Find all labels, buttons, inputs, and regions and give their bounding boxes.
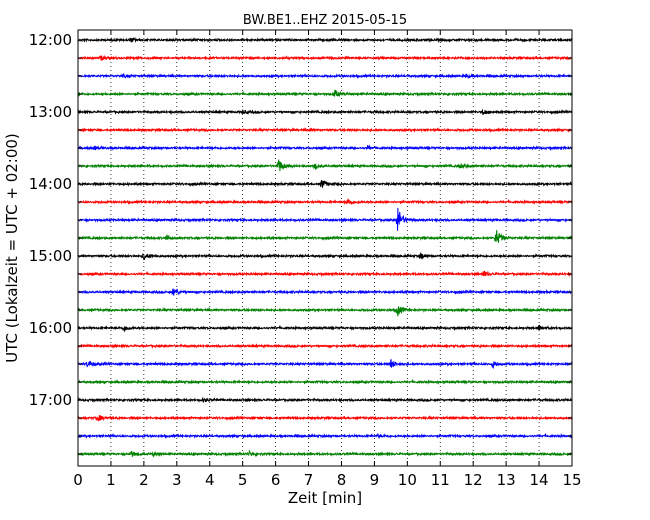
trace-1400 [77,180,573,189]
y-tick-label-1400: 14:00 [29,175,72,193]
trace-1500 [77,252,573,261]
trace-1445 [77,230,573,243]
x-tick-label-0: 0 [73,471,83,489]
y-tick-label-1700: 17:00 [29,391,72,409]
trace-1515 [77,270,573,277]
x-tick-label-5: 5 [238,471,248,489]
x-tick-label-14: 14 [530,471,549,489]
trace-1430 [77,207,573,231]
y-axis-label: UTC (Lokalzeit = UTC + 02:00) [3,133,21,363]
trace-layer [77,36,573,458]
x-tick-label-6: 6 [271,471,281,489]
chart-title: BW.BE1..EHZ 2015-05-15 [243,13,407,28]
x-tick-label-4: 4 [205,471,215,489]
x-tick-label-7: 7 [304,471,314,489]
y-tick-label-1500: 15:00 [29,247,72,265]
trace-1300 [77,108,573,116]
trace-1530 [77,288,573,296]
x-tick-label-8: 8 [337,471,347,489]
trace-1545 [77,306,573,317]
x-tick-label-11: 11 [431,471,450,489]
y-tick-label-1200: 12:00 [29,31,72,49]
trace-1230 [77,72,573,79]
grid-lines [110,30,540,466]
trace-1730 [77,432,573,439]
trace-1215 [77,54,573,61]
trace-1345 [77,159,573,171]
trace-1415 [77,198,573,205]
x-tick-label-13: 13 [497,471,516,489]
x-tick-label-12: 12 [464,471,483,489]
trace-1245 [77,89,573,98]
trace-1700 [77,396,573,403]
x-axis-label: Zeit [min] [288,489,362,507]
axis-ticks: 0 1 2 3 4 5 6 7 8 9 10 11 12 13 14 1512:0013:0014:0015:… [29,30,582,489]
y-tick-label-1600: 16:00 [29,319,72,337]
trace-1200 [77,36,573,43]
x-tick-label-3: 3 [172,471,182,489]
trace-1615 [77,343,573,349]
x-tick-label-15: 15 [562,471,581,489]
trace-1600 [77,324,573,333]
y-tick-label-1300: 13:00 [29,103,72,121]
trace-1630 [77,359,573,369]
x-tick-label-9: 9 [370,471,380,489]
trace-1645 [77,378,573,385]
trace-1330 [77,144,573,151]
plot-frame [77,29,573,467]
x-tick-label-10: 10 [398,471,417,489]
trace-1745 [77,449,573,458]
x-tick-label-2: 2 [139,471,149,489]
trace-1315 [77,127,573,133]
x-tick-label-1: 1 [106,471,116,489]
trace-1715 [77,414,573,422]
